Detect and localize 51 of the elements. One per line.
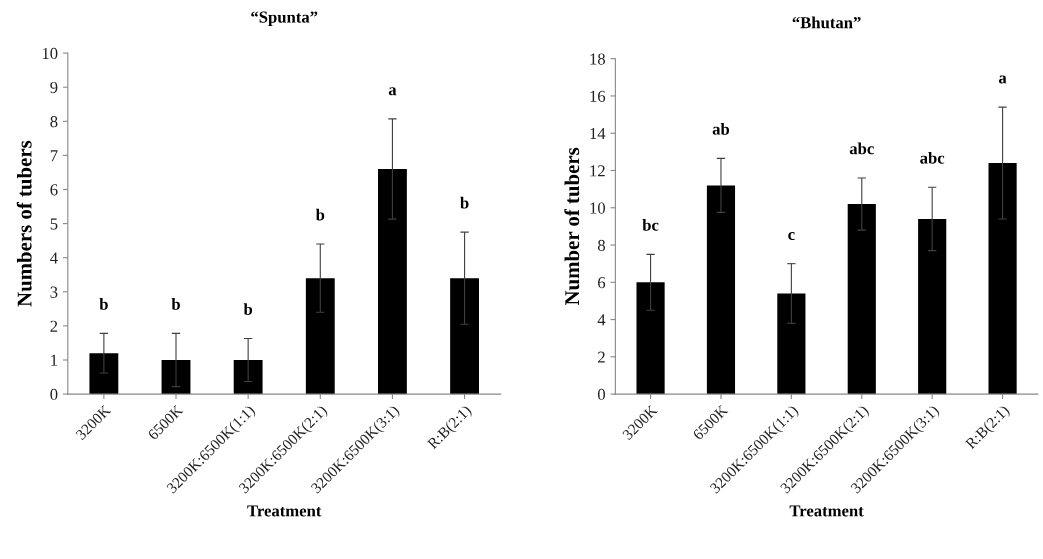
annotation: abc: [920, 151, 945, 164]
bar: [636, 282, 665, 395]
bar: [305, 278, 335, 395]
y-axis-title: Numbers of tubers: [16, 140, 32, 307]
y-tick-label: 8: [50, 116, 58, 128]
annotation: b: [99, 298, 108, 310]
bar: [777, 293, 806, 395]
annotation: b: [315, 208, 325, 221]
bar: [378, 169, 407, 395]
annotation: a: [998, 75, 1007, 84]
y-tick-label: 0: [50, 388, 58, 401]
y-tick-label: 5: [50, 218, 58, 230]
bar: [847, 204, 876, 395]
annotation: b: [171, 298, 180, 310]
y-tick-label: 1: [51, 354, 58, 366]
bar: [918, 218, 947, 395]
y-tick-label: 10: [590, 202, 606, 214]
y-tick-label: 16: [590, 90, 606, 102]
bar: [161, 360, 191, 395]
y-tick-label: 4: [597, 314, 606, 326]
y-tick-label: 6: [598, 277, 606, 289]
x-axis-title: Treatment: [789, 505, 864, 517]
annotation: abc: [849, 142, 874, 155]
y-tick-label: 10: [42, 47, 58, 60]
y-tick-label: 18: [590, 53, 606, 65]
y-tick-label: 0: [597, 388, 606, 401]
annotation: a: [388, 87, 397, 96]
annotation: bc: [642, 219, 659, 231]
y-tick-label: 12: [590, 165, 605, 177]
x-axis-title: Treatment: [247, 505, 322, 517]
y-tick-label: 6: [50, 184, 58, 196]
annotation: ab: [712, 123, 730, 135]
bar: [89, 353, 119, 395]
y-tick-label: 4: [50, 252, 58, 264]
y-tick-label: 7: [50, 150, 58, 162]
y-tick-label: 3: [50, 286, 58, 298]
bar: [450, 278, 479, 395]
bar: [706, 185, 736, 395]
y-tick-label: 9: [50, 81, 58, 94]
annotation: b: [460, 196, 469, 209]
y-tick-label: 8: [597, 239, 606, 251]
annotation: b: [243, 303, 253, 315]
y-tick-label: 2: [598, 351, 605, 363]
y-tick-label: 2: [50, 320, 58, 332]
bar: [988, 163, 1017, 395]
chart-title: “Bhutan”: [792, 16, 861, 29]
y-axis-title: Number of tubers: [564, 147, 580, 306]
annotation: c: [788, 232, 795, 241]
chart-title: “Spunta”: [251, 11, 318, 27]
bar: [233, 360, 263, 395]
y-tick-label: 14: [590, 128, 606, 140]
